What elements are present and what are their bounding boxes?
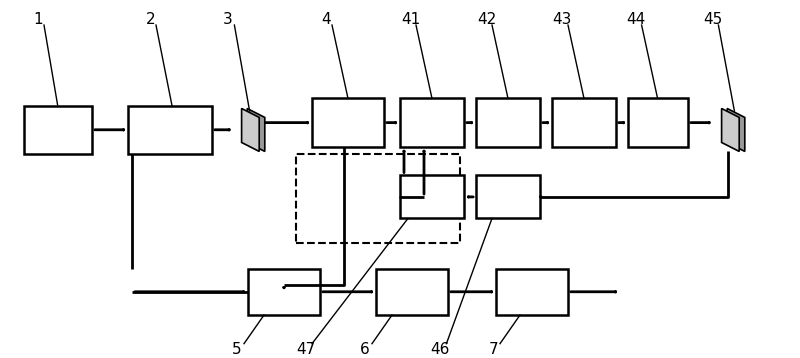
Polygon shape <box>242 108 259 151</box>
Text: 47: 47 <box>296 342 315 357</box>
Bar <box>248 268 320 315</box>
Bar <box>376 268 448 315</box>
Bar <box>296 154 460 243</box>
Text: 41: 41 <box>401 12 420 27</box>
Text: 42: 42 <box>477 12 496 27</box>
Text: 2: 2 <box>146 12 155 27</box>
Bar <box>628 98 688 147</box>
Text: 5: 5 <box>232 342 242 357</box>
Bar <box>24 106 92 154</box>
Polygon shape <box>722 108 739 151</box>
Text: 7: 7 <box>489 342 498 357</box>
Text: 44: 44 <box>626 12 646 27</box>
Text: 1: 1 <box>34 12 43 27</box>
Polygon shape <box>247 108 265 151</box>
Bar <box>476 175 540 218</box>
Text: 3: 3 <box>223 12 233 27</box>
Bar <box>476 98 540 147</box>
Text: 4: 4 <box>321 12 330 27</box>
Bar <box>400 98 464 147</box>
Text: 43: 43 <box>553 12 572 27</box>
Bar <box>400 175 464 218</box>
Bar <box>312 98 384 147</box>
Text: 46: 46 <box>430 342 450 357</box>
Text: 6: 6 <box>360 342 370 357</box>
Bar <box>128 106 212 154</box>
Bar <box>496 268 568 315</box>
Polygon shape <box>727 108 745 151</box>
Bar <box>552 98 616 147</box>
Text: 45: 45 <box>703 12 722 27</box>
